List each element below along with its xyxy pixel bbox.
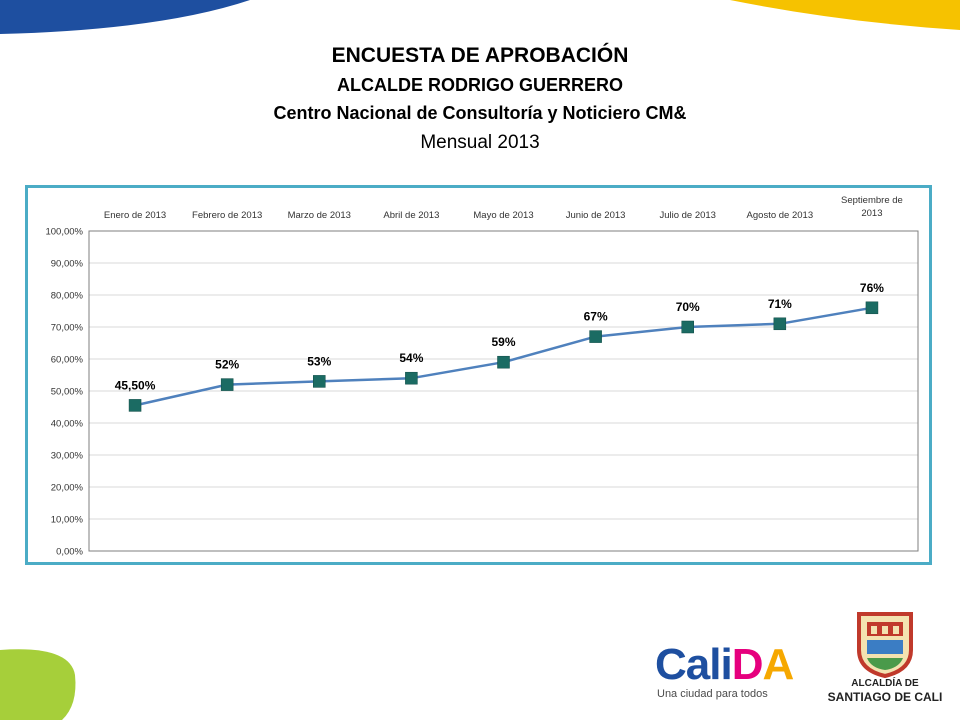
y-tick-label: 30,00% <box>51 451 84 462</box>
calida-d: D <box>731 640 764 689</box>
data-point <box>313 375 326 388</box>
data-point <box>220 378 234 391</box>
data-point <box>865 301 879 315</box>
y-tick-label: 70,00% <box>51 323 84 334</box>
top-left-blue-swoosh <box>0 0 250 34</box>
coat-of-arms-icon <box>857 612 913 678</box>
alcaldia-line2: SANTIAGO DE CALI <box>827 690 943 704</box>
top-right-yellow-swoosh <box>730 0 960 30</box>
y-tick-label: 0,00% <box>56 547 83 558</box>
alcaldia-line1: ALCALDÍA DE <box>851 678 919 689</box>
calida-wordmark: CaliDA <box>655 642 815 688</box>
y-tick-label: 80,00% <box>51 291 84 302</box>
data-point <box>681 320 694 334</box>
data-point <box>128 399 142 412</box>
x-tick-label: Agosto de 2013 <box>747 210 814 221</box>
y-tick-label: 50,00% <box>51 387 84 398</box>
calida-cali: Cali <box>655 640 733 689</box>
y-tick-label: 40,00% <box>51 419 84 430</box>
chart-frame: 0,00% 10,00% 20,00% 30,00% 40,00% 50,00% 60,00… <box>25 185 932 565</box>
y-tick-label: 90,00% <box>51 259 84 270</box>
data-label: 52% <box>215 358 239 372</box>
y-tick-label: 60,00% <box>51 355 84 366</box>
data-label: 76% <box>860 281 884 295</box>
calida-tagline: Una ciudad para todos <box>657 688 768 700</box>
slide-period: Mensual 2013 <box>420 132 540 153</box>
data-label: 71% <box>768 297 792 311</box>
data-label: 67% <box>584 310 608 324</box>
x-tick-label: Septiembre de 2013 <box>841 195 903 219</box>
y-tick-label: 10,00% <box>51 515 84 526</box>
calida-a: A <box>762 640 794 689</box>
slide-source: Centro Nacional de Consultoría y Noticie… <box>273 103 687 123</box>
x-tick-label: Junio de 2013 <box>566 210 626 221</box>
data-point <box>589 330 602 343</box>
data-label: 53% <box>307 354 331 368</box>
x-tick-label: Mayo de 2013 <box>473 210 533 221</box>
data-point <box>497 355 510 369</box>
alcaldia-logo: ALCALDÍA DE SANTIAGO DE CALI <box>820 610 950 715</box>
approval-line-chart: 0,00% 10,00% 20,00% 30,00% 40,00% 50,00% 60,00… <box>45 195 919 558</box>
x-tick-label: Enero de 2013 <box>104 210 166 221</box>
data-label: 59% <box>491 335 515 349</box>
calida-logo: CaliDA Una ciudad para todos <box>655 642 815 704</box>
x-tick-label: Abril de 2013 <box>383 210 439 221</box>
data-point <box>405 371 418 385</box>
slide-title: ENCUESTA DE APROBACIÓN <box>331 44 629 67</box>
y-tick-label: 20,00% <box>51 483 84 494</box>
slide-subtitle: ALCALDE RODRIGO GUERRERO <box>336 75 623 95</box>
data-label: 70% <box>676 300 700 314</box>
x-tick-label: Marzo de 2013 <box>288 210 351 221</box>
y-tick-label: 100,00% <box>45 227 83 238</box>
x-tick-label: Febrero de 2013 <box>192 210 262 221</box>
plot-area-border <box>88 230 919 552</box>
data-label: 45,50% <box>115 378 156 392</box>
bottom-left-green-swoosh <box>0 649 76 720</box>
data-point <box>773 317 787 331</box>
data-label: 54% <box>399 351 423 365</box>
x-tick-label: Julio de 2013 <box>659 210 716 221</box>
title-block: ENCUESTA DE APROBACIÓN ALCALDE RODRIGO G… <box>0 40 960 158</box>
